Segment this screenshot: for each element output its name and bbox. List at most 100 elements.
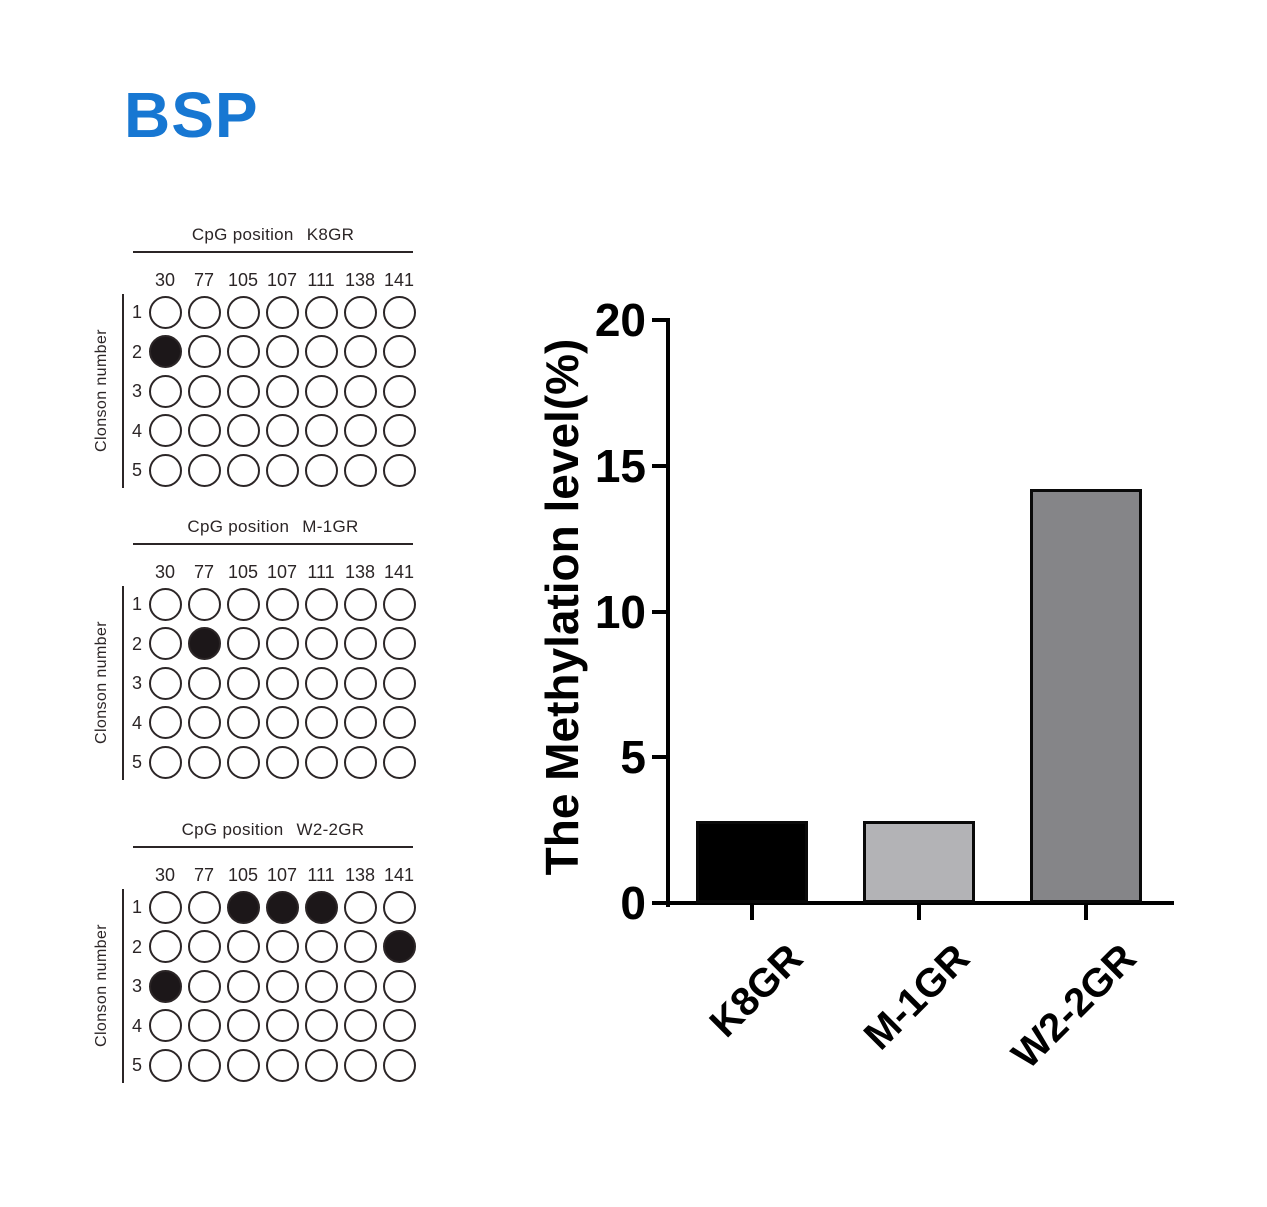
cpg-position-label: 111 xyxy=(307,270,335,290)
unmethylated-circle xyxy=(187,890,221,924)
unmethylated-circle xyxy=(148,295,182,329)
cpg-position-label: 111 xyxy=(307,562,335,582)
unmethylated-circle xyxy=(265,414,299,448)
unmethylated-circle xyxy=(187,587,221,621)
y-axis-line xyxy=(666,318,670,907)
unmethylated-circle xyxy=(226,627,260,661)
clone-number-label: 5 xyxy=(131,752,142,773)
unmethylated-circle xyxy=(304,414,338,448)
unmethylated-circle xyxy=(226,295,260,329)
unmethylated-circle xyxy=(226,969,260,1003)
cpg-position-label: 30 xyxy=(154,562,176,582)
unmethylated-circle xyxy=(148,627,182,661)
clone-number-label: 5 xyxy=(131,460,142,481)
unmethylated-circle xyxy=(226,706,260,740)
unmethylated-circle xyxy=(187,969,221,1003)
unmethylated-circle xyxy=(304,295,338,329)
cpg-position-label: 138 xyxy=(344,562,376,582)
unmethylated-circle xyxy=(304,374,338,408)
unmethylated-circle xyxy=(148,706,182,740)
unmethylated-circle xyxy=(343,666,377,700)
diagram-sample-name: M-1GR xyxy=(302,517,359,536)
clone-number-label: 1 xyxy=(131,594,142,614)
unmethylated-circle xyxy=(265,335,299,369)
unmethylated-circle xyxy=(187,1009,221,1043)
unmethylated-circle xyxy=(343,295,377,329)
methylated-circle xyxy=(187,627,221,661)
cpg-position-label: 30 xyxy=(154,865,176,885)
unmethylated-circle xyxy=(265,706,299,740)
unmethylated-circle xyxy=(343,1009,377,1043)
unmethylated-circle xyxy=(148,374,182,408)
diagram-sample-name: W2-2GR xyxy=(296,820,365,839)
methylated-circle xyxy=(226,890,260,924)
unmethylated-circle xyxy=(226,1048,260,1082)
unmethylated-circle xyxy=(226,745,260,779)
unmethylated-circle xyxy=(382,890,416,924)
clone-number-label: 4 xyxy=(131,1015,142,1036)
unmethylated-circle xyxy=(382,414,416,448)
unmethylated-circle xyxy=(265,453,299,487)
diagram-title-underline xyxy=(133,543,413,545)
cpg-diagram-K8GR: CpG position K8GR 30 77 105 107 111 138 141 1 2 3 4 5… xyxy=(88,224,428,499)
x-category-label: W2-2GR xyxy=(1003,936,1146,1078)
unmethylated-circle xyxy=(343,374,377,408)
unmethylated-circle xyxy=(343,414,377,448)
unmethylated-circle xyxy=(148,1048,182,1082)
unmethylated-circle xyxy=(226,335,260,369)
unmethylated-circle xyxy=(226,414,260,448)
diagram-title: CpG position W2-2GR xyxy=(133,820,413,840)
cpg-position-label: 105 xyxy=(227,562,259,582)
methylated-circle xyxy=(265,890,299,924)
y-tick-mark xyxy=(652,609,666,614)
cpg-position-label: 141 xyxy=(383,865,415,885)
y-tick-label: 0 xyxy=(620,877,646,929)
y-tick-label: 15 xyxy=(594,439,646,492)
unmethylated-circle xyxy=(304,627,338,661)
y-tick-mark xyxy=(652,463,666,468)
y-tick-mark xyxy=(652,901,666,905)
y-tick-label: 10 xyxy=(594,585,646,638)
unmethylated-circle xyxy=(304,666,338,700)
x-tick-mark xyxy=(750,905,754,920)
bar-K8GR xyxy=(696,821,808,903)
unmethylated-circle xyxy=(304,745,338,779)
x-axis-line xyxy=(652,901,1174,905)
unmethylated-circle xyxy=(343,453,377,487)
unmethylated-circle xyxy=(304,335,338,369)
unmethylated-circle xyxy=(265,930,299,964)
unmethylated-circle xyxy=(187,335,221,369)
unmethylated-circle xyxy=(226,1009,260,1043)
unmethylated-circle xyxy=(304,453,338,487)
unmethylated-circle xyxy=(265,587,299,621)
clone-number-label: 2 xyxy=(131,341,142,362)
unmethylated-circle xyxy=(148,1009,182,1043)
unmethylated-circle xyxy=(304,706,338,740)
unmethylated-circle xyxy=(265,1048,299,1082)
unmethylated-circle xyxy=(148,453,182,487)
diagram-sample-name: K8GR xyxy=(306,225,355,244)
y-tick-mark xyxy=(652,755,666,760)
unmethylated-circle xyxy=(304,1009,338,1043)
cpg-position-label: 77 xyxy=(193,270,215,290)
unmethylated-circle xyxy=(343,587,377,621)
clone-axis-line xyxy=(121,889,124,1083)
figure-title: BSP xyxy=(124,79,259,151)
unmethylated-circle xyxy=(304,587,338,621)
unmethylated-circle xyxy=(187,414,221,448)
cpg-position-label: 107 xyxy=(266,562,298,582)
unmethylated-circle xyxy=(343,890,377,924)
unmethylated-circle xyxy=(226,666,260,700)
unmethylated-circle xyxy=(226,374,260,408)
unmethylated-circle xyxy=(226,930,260,964)
unmethylated-circle xyxy=(226,453,260,487)
diagram-title: CpG position M-1GR xyxy=(133,517,413,537)
unmethylated-circle xyxy=(382,295,416,329)
unmethylated-circle xyxy=(343,930,377,964)
unmethylated-circle xyxy=(148,414,182,448)
unmethylated-circle xyxy=(187,453,221,487)
unmethylated-circle xyxy=(304,930,338,964)
cpg-position-label: 105 xyxy=(227,865,259,885)
unmethylated-circle xyxy=(382,587,416,621)
